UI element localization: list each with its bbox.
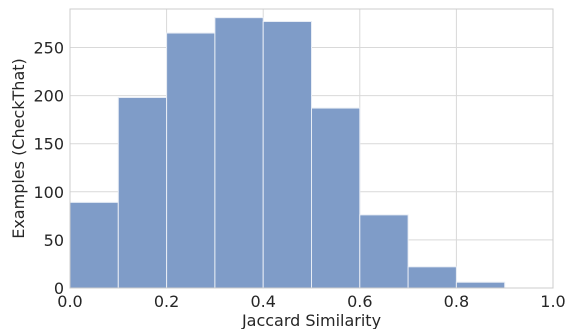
x-tick-label: 0.2 xyxy=(154,292,179,311)
histogram-bar xyxy=(214,17,264,289)
histogram-bar xyxy=(407,266,457,289)
x-tick-label: 0.8 xyxy=(444,292,469,311)
histogram-bar xyxy=(69,201,119,289)
y-tick-label: 100 xyxy=(33,183,64,202)
y-tick-label: 50 xyxy=(44,231,64,250)
x-tick-label: 0.6 xyxy=(347,292,372,311)
x-axis-label: Jaccard Similarity xyxy=(241,311,381,329)
y-axis-ticks: 0 50 100 150 200 250 xyxy=(33,38,64,298)
x-axis-ticks: 0.0 0.2 0.4 0.6 0.8 1.0 xyxy=(57,292,565,311)
x-tick-label: 0.0 xyxy=(57,292,82,311)
plot-frame xyxy=(69,8,554,289)
x-tick-label: 0.4 xyxy=(250,292,275,311)
histogram-bar xyxy=(455,281,506,289)
y-axis-label: Examples (CheckThat) xyxy=(9,58,28,239)
y-tick-label: 150 xyxy=(33,135,64,154)
y-tick-label: 200 xyxy=(33,87,64,106)
histogram-bar xyxy=(359,214,409,289)
histogram-bar xyxy=(166,32,216,289)
histogram-bar xyxy=(311,107,361,289)
y-tick-label: 0 xyxy=(54,279,64,298)
histogram-bars xyxy=(69,17,506,289)
histogram-bar xyxy=(117,97,168,289)
y-tick-label: 250 xyxy=(33,38,64,57)
histogram-bar xyxy=(262,21,313,289)
x-tick-label: 1.0 xyxy=(540,292,565,311)
